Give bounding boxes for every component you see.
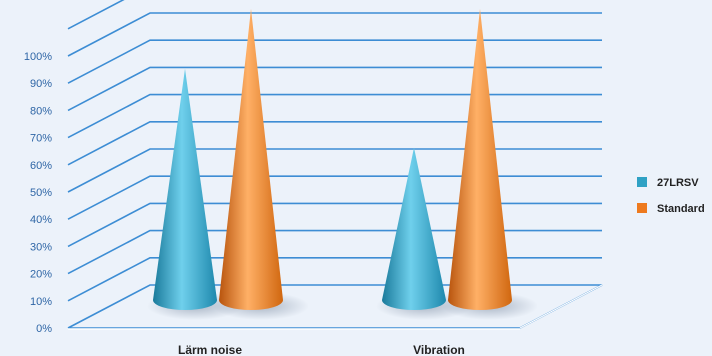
y-tick-label: 60%	[30, 160, 52, 172]
gridline	[67, 39, 602, 84]
gridline	[67, 148, 602, 193]
y-tick-label: 80%	[30, 105, 52, 117]
gridline	[67, 256, 602, 302]
y-tick-label: 70%	[30, 133, 52, 145]
y-tick-label: 30%	[30, 241, 52, 253]
cone-27lrsv	[153, 68, 217, 310]
legend-label: 27LRSV	[657, 177, 699, 189]
legend: 27LRSV Standard	[637, 177, 705, 215]
cone-27lrsv	[382, 147, 446, 310]
y-tick-label: 20%	[30, 269, 52, 281]
gridline	[67, 12, 602, 57]
floor-edge	[519, 284, 603, 329]
gridline	[67, 229, 602, 275]
y-tick-label: 40%	[30, 214, 52, 226]
y-tick-label: 10%	[30, 296, 52, 308]
cones	[147, 8, 538, 320]
y-tick-label: 100%	[24, 51, 52, 63]
gridline	[67, 175, 602, 220]
x-category-label: Vibration	[413, 343, 465, 356]
gridline	[67, 0, 125, 30]
gridlines	[67, 0, 603, 330]
gridline	[67, 93, 602, 139]
y-tick-label: 0%	[36, 323, 52, 335]
category-labels: Lärm noise Vibration	[178, 343, 465, 356]
y-tick-label: 90%	[30, 78, 52, 90]
gridline	[67, 121, 602, 166]
legend-swatch	[637, 177, 647, 187]
legend-swatch	[637, 203, 647, 213]
y-axis-ticks: 0% 10% 20% 30% 40% 50% 60% 70% 80% 90% 100%	[24, 51, 52, 335]
gridline	[67, 202, 602, 248]
cone-standard	[219, 8, 283, 311]
x-category-label: Lärm noise	[178, 343, 242, 356]
cone-standard	[448, 8, 512, 311]
legend-label: Standard	[657, 203, 705, 215]
gridline	[67, 66, 602, 112]
y-tick-label: 50%	[30, 187, 52, 199]
